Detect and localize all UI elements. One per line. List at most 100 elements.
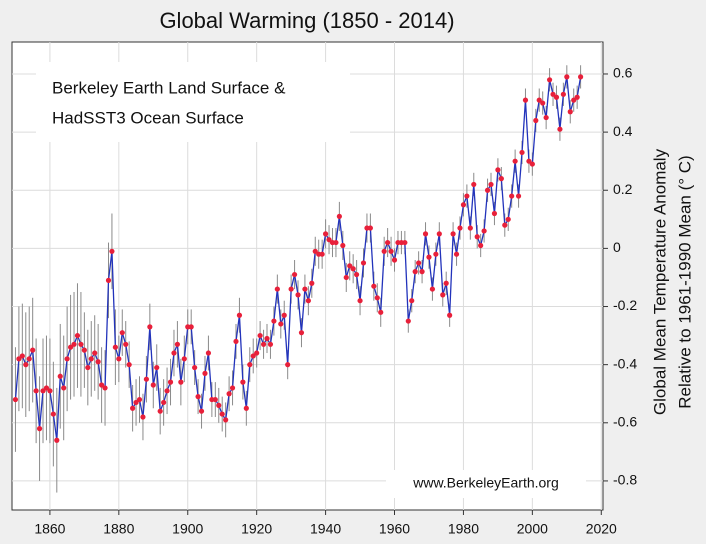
data-point (367, 225, 373, 231)
data-point (64, 356, 70, 362)
data-point (219, 411, 225, 417)
data-point (243, 405, 249, 411)
data-point (564, 74, 570, 80)
data-point (436, 231, 442, 237)
data-point (295, 292, 301, 298)
data-point (460, 202, 467, 208)
data-point (150, 382, 156, 388)
data-point (550, 91, 556, 97)
x-tick-label: 1960 (379, 521, 410, 537)
data-point (433, 251, 439, 257)
data-point (109, 248, 115, 254)
data-point (161, 399, 167, 406)
data-point (498, 176, 504, 182)
data-point (36, 426, 43, 432)
annotation: www.BerkeleyEarth.org (412, 475, 559, 491)
data-point (267, 341, 274, 347)
data-point (140, 414, 146, 420)
data-point (61, 385, 67, 391)
data-point (136, 396, 143, 403)
data-point (305, 298, 311, 304)
data-point (505, 216, 511, 222)
data-point (298, 330, 305, 336)
data-point (212, 396, 218, 403)
data-point (457, 225, 463, 231)
data-point (95, 359, 101, 365)
data-point (447, 312, 453, 318)
data-point (167, 379, 174, 385)
data-point (226, 391, 232, 397)
data-point (426, 254, 432, 260)
data-point (422, 231, 429, 237)
data-point (43, 385, 50, 391)
y-tick-label: 0 (613, 239, 621, 255)
y-tick-label: -0.8 (613, 472, 637, 488)
data-point (85, 364, 91, 371)
data-point (416, 260, 422, 266)
data-point (216, 402, 222, 408)
data-point (229, 385, 236, 391)
x-tick-label: 1860 (34, 521, 65, 537)
data-point (281, 312, 287, 318)
data-point (540, 100, 546, 106)
data-point (74, 332, 81, 339)
data-point (519, 149, 525, 156)
data-point (526, 158, 532, 164)
annotation: HadSST3 Ocean Surface (52, 108, 244, 127)
data-point (50, 411, 56, 417)
data-point (515, 193, 522, 199)
x-tick-label: 2000 (517, 521, 548, 537)
data-point (130, 405, 136, 411)
data-point (533, 117, 539, 124)
data-point (171, 350, 177, 356)
data-point (385, 239, 391, 246)
data-point (567, 109, 573, 115)
data-point (223, 417, 229, 423)
annotation: Berkeley Earth Land Surface & (52, 78, 286, 97)
data-point (164, 388, 170, 394)
data-point (257, 332, 263, 339)
y-tick-label: -0.2 (613, 297, 637, 313)
data-point (302, 286, 308, 292)
data-point (484, 187, 491, 193)
data-point (285, 362, 291, 368)
data-point (26, 356, 32, 362)
data-point (450, 231, 456, 237)
data-point (509, 193, 515, 199)
data-point (16, 356, 22, 362)
data-point (357, 298, 363, 304)
data-point (522, 97, 529, 103)
data-point (40, 388, 46, 394)
data-point (309, 280, 315, 286)
data-point (440, 292, 446, 298)
data-point (126, 362, 132, 368)
data-point (405, 318, 411, 324)
data-point (388, 248, 394, 254)
data-point (453, 251, 460, 257)
data-point (360, 260, 367, 266)
data-point (67, 344, 74, 350)
data-point (154, 364, 160, 371)
x-tick-label: 1940 (310, 521, 341, 537)
data-point (322, 231, 329, 237)
data-point (512, 158, 518, 164)
data-point (30, 347, 36, 353)
data-point (19, 353, 25, 359)
data-point (23, 362, 29, 368)
data-point (12, 396, 19, 403)
data-point (553, 94, 560, 100)
data-point (119, 330, 125, 336)
annotation-box (36, 62, 350, 142)
data-point (236, 312, 243, 318)
data-point (98, 382, 105, 388)
y-tick-label: -0.4 (613, 355, 637, 371)
data-point (336, 213, 342, 220)
data-point (347, 263, 353, 269)
data-point (354, 271, 360, 278)
data-point (474, 234, 480, 240)
data-point (271, 318, 277, 324)
data-point (471, 181, 477, 188)
data-point (112, 344, 118, 350)
data-point (274, 286, 280, 292)
